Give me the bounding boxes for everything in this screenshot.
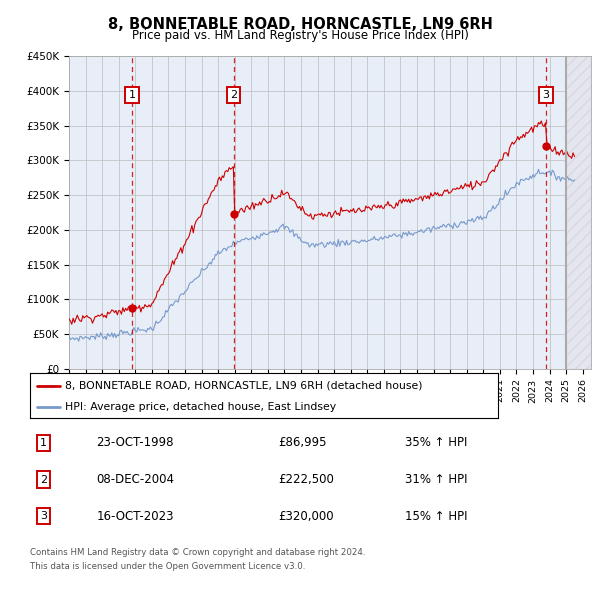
Text: 8, BONNETABLE ROAD, HORNCASTLE, LN9 6RH (detached house): 8, BONNETABLE ROAD, HORNCASTLE, LN9 6RH … (65, 381, 422, 391)
Text: Price paid vs. HM Land Registry's House Price Index (HPI): Price paid vs. HM Land Registry's House … (131, 30, 469, 42)
Text: 1: 1 (128, 90, 136, 100)
Text: 1: 1 (40, 438, 47, 448)
Bar (566, 56, 591, 369)
Bar (566, 56, 591, 369)
Text: 2: 2 (230, 90, 237, 100)
Text: £222,500: £222,500 (278, 473, 334, 486)
Text: 31% ↑ HPI: 31% ↑ HPI (406, 473, 468, 486)
Text: 35% ↑ HPI: 35% ↑ HPI (406, 437, 468, 450)
Text: 08-DEC-2004: 08-DEC-2004 (96, 473, 174, 486)
Text: 15% ↑ HPI: 15% ↑ HPI (406, 510, 468, 523)
Text: 3: 3 (40, 511, 47, 521)
Text: Contains HM Land Registry data © Crown copyright and database right 2024.: Contains HM Land Registry data © Crown c… (30, 548, 365, 556)
Text: £86,995: £86,995 (278, 437, 327, 450)
Text: £320,000: £320,000 (278, 510, 334, 523)
Text: 2: 2 (40, 474, 47, 484)
Text: HPI: Average price, detached house, East Lindsey: HPI: Average price, detached house, East… (65, 402, 336, 412)
Text: 16-OCT-2023: 16-OCT-2023 (96, 510, 174, 523)
Text: This data is licensed under the Open Government Licence v3.0.: This data is licensed under the Open Gov… (30, 562, 305, 571)
Text: 3: 3 (542, 90, 550, 100)
Text: 23-OCT-1998: 23-OCT-1998 (96, 437, 174, 450)
Text: 8, BONNETABLE ROAD, HORNCASTLE, LN9 6RH: 8, BONNETABLE ROAD, HORNCASTLE, LN9 6RH (107, 17, 493, 31)
